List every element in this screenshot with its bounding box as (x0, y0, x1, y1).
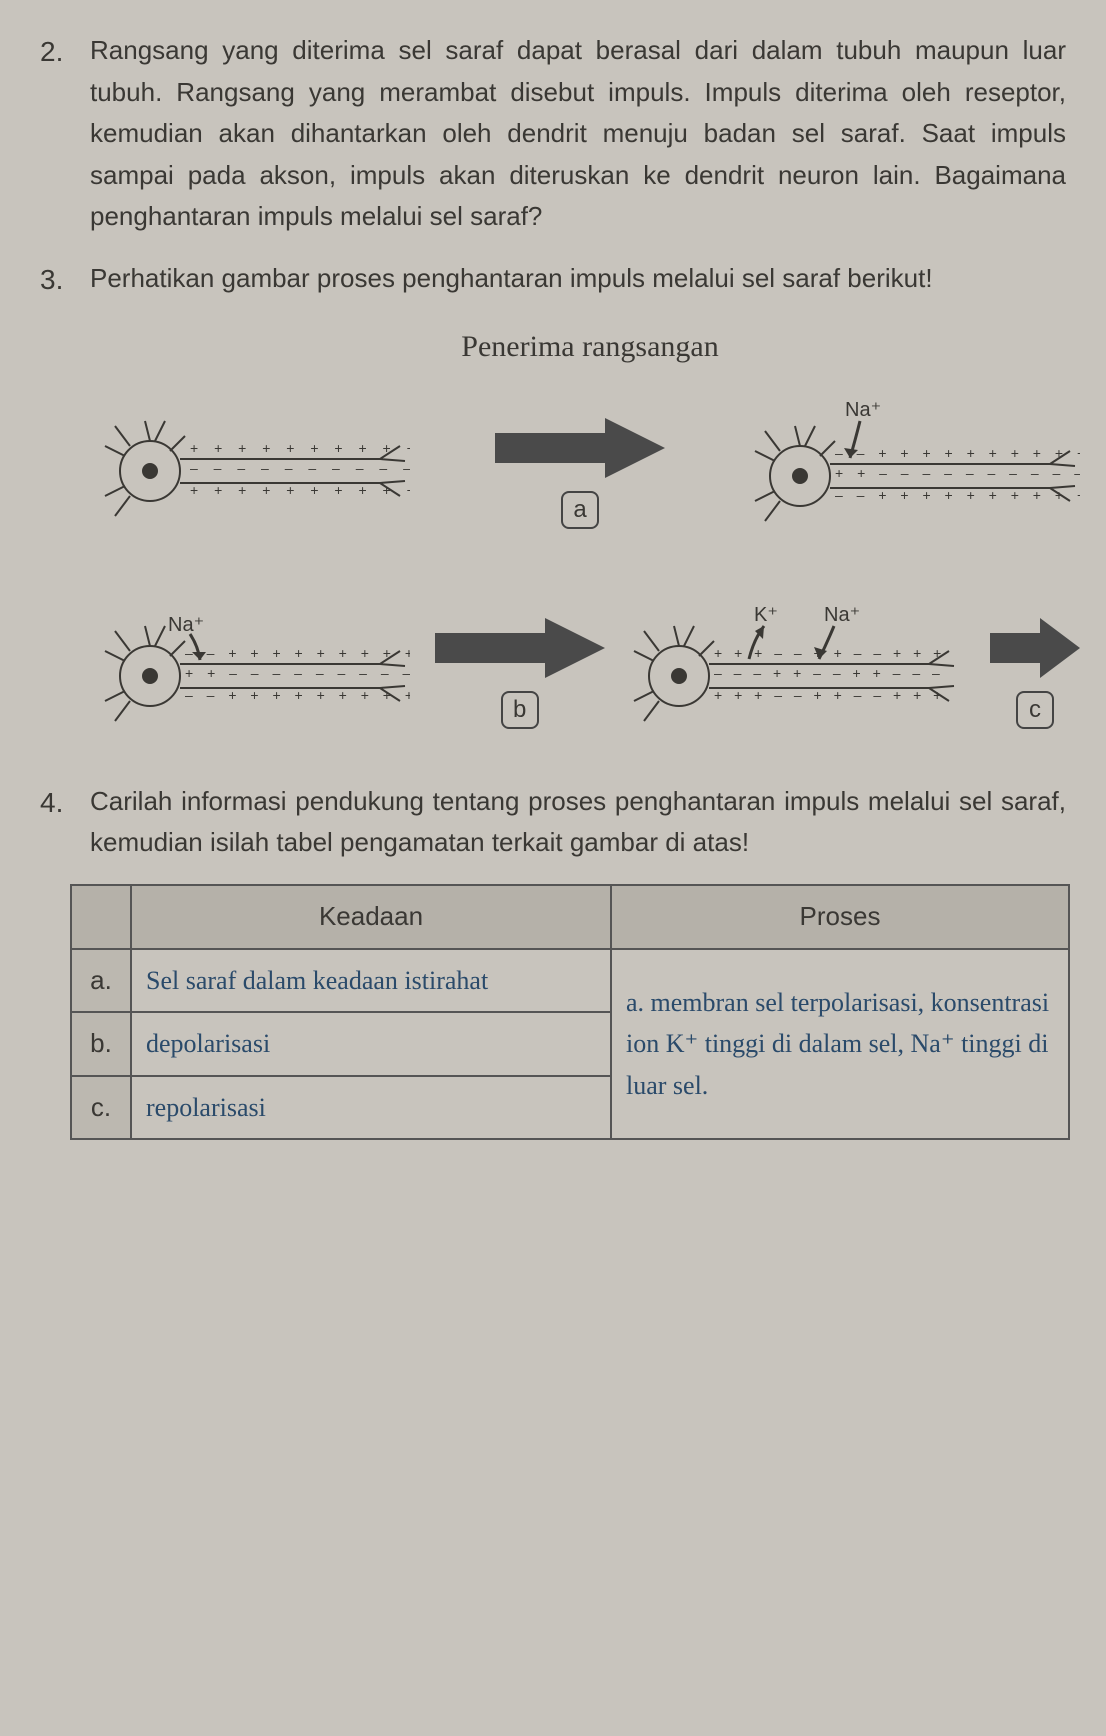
svg-text:+ + + – – + + – – + + +: + + + – – + + – – + + + (714, 687, 945, 703)
svg-text:K⁺: K⁺ (754, 604, 778, 626)
diagram-title: Penerima rangsangan (100, 323, 1080, 371)
svg-text:+ + – – – – – – – – –: + + – – – – – – – – – (185, 665, 410, 681)
svg-text:+ + + – – + + – – + + +: + + + – – + + – – + + + (714, 645, 945, 661)
row-keadaan: Sel saraf dalam keadaan istirahat (131, 949, 611, 1013)
question-2: 2. Rangsang yang diterima sel saraf dapa… (40, 30, 1066, 238)
neuron-b-left: Na⁺ – – + + + + + + + + + + + – – – – – … (100, 586, 410, 756)
svg-text:+ + + + + + + + + + +: + + + + + + + + + + + (190, 482, 410, 498)
svg-text:Na⁺: Na⁺ (845, 399, 881, 421)
question-number: 2. (40, 30, 90, 238)
neuron-depolarizing: Na⁺ – – + + + + + + + + + + + + – – – – … (750, 386, 1080, 556)
step-label-a: a (561, 491, 599, 529)
neuron-resting: + + + + + + + + + + + – – – – – – – – – … (100, 391, 410, 551)
svg-text:– – + + + + + + + + + +: – – + + + + + + + + + + (835, 487, 1080, 503)
question-number: 3. (40, 258, 90, 303)
arrow-step-c: c (990, 613, 1080, 729)
step-label-b: b (501, 691, 539, 729)
row-keadaan: repolarisasi (131, 1076, 611, 1140)
impulse-diagram: Penerima rangsangan + + + + + + (100, 323, 1080, 761)
neuron-repolarizing: K⁺ Na⁺ + + + – – + + – – + + + – – – + +… (629, 581, 959, 761)
row-letter: c. (71, 1076, 131, 1140)
row-letter: b. (71, 1012, 131, 1076)
question-text: Rangsang yang diterima sel saraf dapat b… (90, 30, 1066, 238)
svg-text:Na⁺: Na⁺ (824, 604, 860, 626)
svg-text:Na⁺: Na⁺ (168, 614, 204, 636)
svg-text:– – + + + + + + + + +: – – + + + + + + + + + (185, 687, 410, 703)
question-4: 4. Carilah informasi pendukung tentang p… (40, 781, 1066, 864)
observation-table: Keadaan Proses a. Sel saraf dalam keadaa… (70, 884, 1070, 1140)
table-header-row: Keadaan Proses (71, 885, 1069, 949)
svg-text:– – – – – – – – – – –: – – – – – – – – – – – (190, 460, 410, 476)
svg-text:+ + – – – – – – – – – –: + + – – – – – – – – – – (835, 465, 1080, 481)
diagram-row-1: + + + + + + + + + + + – – – – – – – – – … (100, 381, 1080, 561)
question-number: 4. (40, 781, 90, 864)
header-keadaan: Keadaan (131, 885, 611, 949)
step-label-c: c (1016, 691, 1054, 729)
svg-text:+ + + + + + + + + + +: + + + + + + + + + + + (190, 440, 410, 456)
arrow-right-icon (495, 413, 665, 483)
table-row: a. Sel saraf dalam keadaan istirahat a. … (71, 949, 1069, 1013)
diagram-row-2: Na⁺ – – + + + + + + + + + + + – – – – – … (100, 581, 1080, 761)
header-blank (71, 885, 131, 949)
svg-text:– – + + + + + + + + + +: – – + + + + + + + + + + (835, 445, 1080, 461)
question-text: Carilah informasi pendukung tentang pros… (90, 781, 1066, 864)
svg-text:– – – + + – – + + – – –: – – – + + – – + + – – – (714, 665, 944, 681)
arrow-right-icon (990, 613, 1080, 683)
header-proses: Proses (611, 885, 1069, 949)
arrow-right-icon (435, 613, 605, 683)
svg-text:– – + + + + + + + + +: – – + + + + + + + + + (185, 645, 410, 661)
row-proses: a. membran sel terpolarisasi, konsentras… (611, 949, 1069, 1140)
row-keadaan: depolarisasi (131, 1012, 611, 1076)
arrow-step-a: a (495, 413, 665, 529)
question-text: Perhatikan gambar proses penghantaran im… (90, 258, 1066, 303)
arrow-step-b: b (435, 613, 605, 729)
row-letter: a. (71, 949, 131, 1013)
question-3: 3. Perhatikan gambar proses penghantaran… (40, 258, 1066, 303)
